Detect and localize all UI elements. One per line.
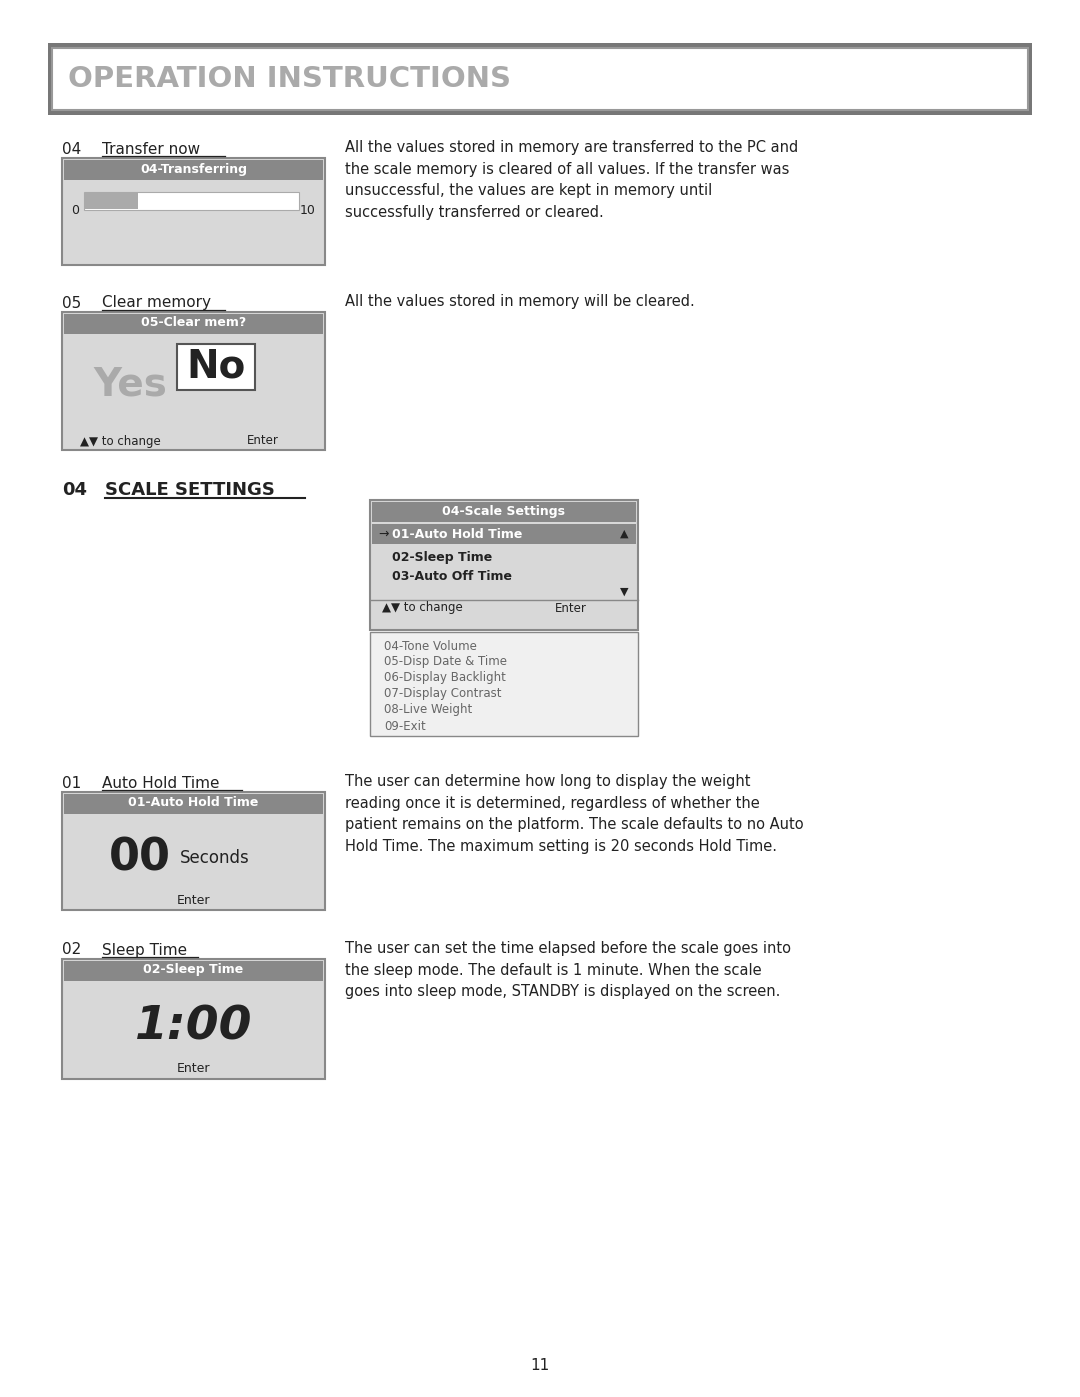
Text: All the values stored in memory will be cleared.: All the values stored in memory will be … (345, 293, 694, 309)
Bar (372, 502, 636, 522)
Text: Sleep Time: Sleep Time (102, 943, 187, 957)
Text: Auto Hold Time: Auto Hold Time (102, 775, 219, 791)
Text: 01-Auto Hold Time: 01-Auto Hold Time (392, 528, 523, 541)
Text: 06-Display Backlight: 06-Display Backlight (384, 672, 505, 685)
Text: Enter: Enter (555, 602, 586, 615)
Text: 07-Display Contrast: 07-Display Contrast (384, 687, 501, 700)
Text: ▲▼ to change: ▲▼ to change (382, 602, 462, 615)
Text: 01: 01 (62, 775, 81, 791)
Bar (85, 193, 138, 210)
Text: 00: 00 (109, 837, 171, 880)
Bar (64, 961, 323, 981)
Bar (64, 161, 323, 180)
Text: →: → (378, 528, 389, 541)
Bar (372, 524, 636, 543)
Text: 02-Sleep Time: 02-Sleep Time (392, 552, 492, 564)
Text: 02-Sleep Time: 02-Sleep Time (144, 964, 244, 977)
Text: 04: 04 (62, 481, 87, 499)
Text: Yes: Yes (93, 365, 167, 402)
Text: 05-Disp Date & Time: 05-Disp Date & Time (384, 655, 507, 669)
Text: OPERATION INSTRUCTIONS: OPERATION INSTRUCTIONS (68, 66, 511, 94)
Text: ▲▼ to change: ▲▼ to change (80, 434, 161, 447)
Text: Clear memory: Clear memory (102, 296, 211, 310)
Bar (62, 158, 325, 265)
Text: Enter: Enter (177, 1063, 211, 1076)
Bar (84, 191, 299, 210)
Text: 04-Scale Settings: 04-Scale Settings (443, 504, 566, 517)
Text: 04-Transferring: 04-Transferring (140, 162, 247, 176)
Text: 02: 02 (62, 943, 81, 957)
Text: Seconds: Seconds (180, 849, 249, 868)
Text: Transfer now: Transfer now (102, 141, 200, 156)
Text: 03-Auto Off Time: 03-Auto Off Time (392, 570, 512, 583)
Text: Enter: Enter (247, 434, 279, 447)
Text: 09-Exit: 09-Exit (384, 719, 426, 732)
Text: 0: 0 (71, 204, 79, 217)
Text: ▲: ▲ (620, 529, 629, 539)
Text: 05: 05 (62, 296, 81, 310)
Bar (62, 792, 325, 909)
Text: 1:00: 1:00 (135, 1004, 253, 1049)
Bar (48, 43, 1032, 115)
Text: 05-Clear mem?: 05-Clear mem? (140, 317, 246, 330)
Text: 01-Auto Hold Time: 01-Auto Hold Time (129, 796, 259, 809)
Bar (62, 312, 325, 450)
Text: 04: 04 (62, 141, 81, 156)
Text: 08-Live Weight: 08-Live Weight (384, 704, 472, 717)
Text: ▼: ▼ (620, 587, 629, 597)
Text: The user can determine how long to display the weight
reading once it is determi: The user can determine how long to displ… (345, 774, 804, 854)
Text: All the values stored in memory are transferred to the PC and
the scale memory i: All the values stored in memory are tran… (345, 140, 798, 219)
Text: 10: 10 (300, 204, 316, 217)
Bar (64, 314, 323, 334)
Text: SCALE SETTINGS: SCALE SETTINGS (105, 481, 275, 499)
Text: The user can set the time elapsed before the scale goes into
the sleep mode. The: The user can set the time elapsed before… (345, 942, 791, 999)
Text: Enter: Enter (177, 894, 211, 907)
Bar (64, 793, 323, 814)
Bar (370, 500, 638, 630)
Text: 04-Tone Volume: 04-Tone Volume (384, 640, 477, 652)
Bar (52, 47, 1028, 110)
Text: 11: 11 (530, 1358, 550, 1372)
Bar (62, 958, 325, 1078)
Bar (370, 631, 638, 736)
Bar (177, 344, 255, 390)
Text: No: No (187, 348, 245, 386)
